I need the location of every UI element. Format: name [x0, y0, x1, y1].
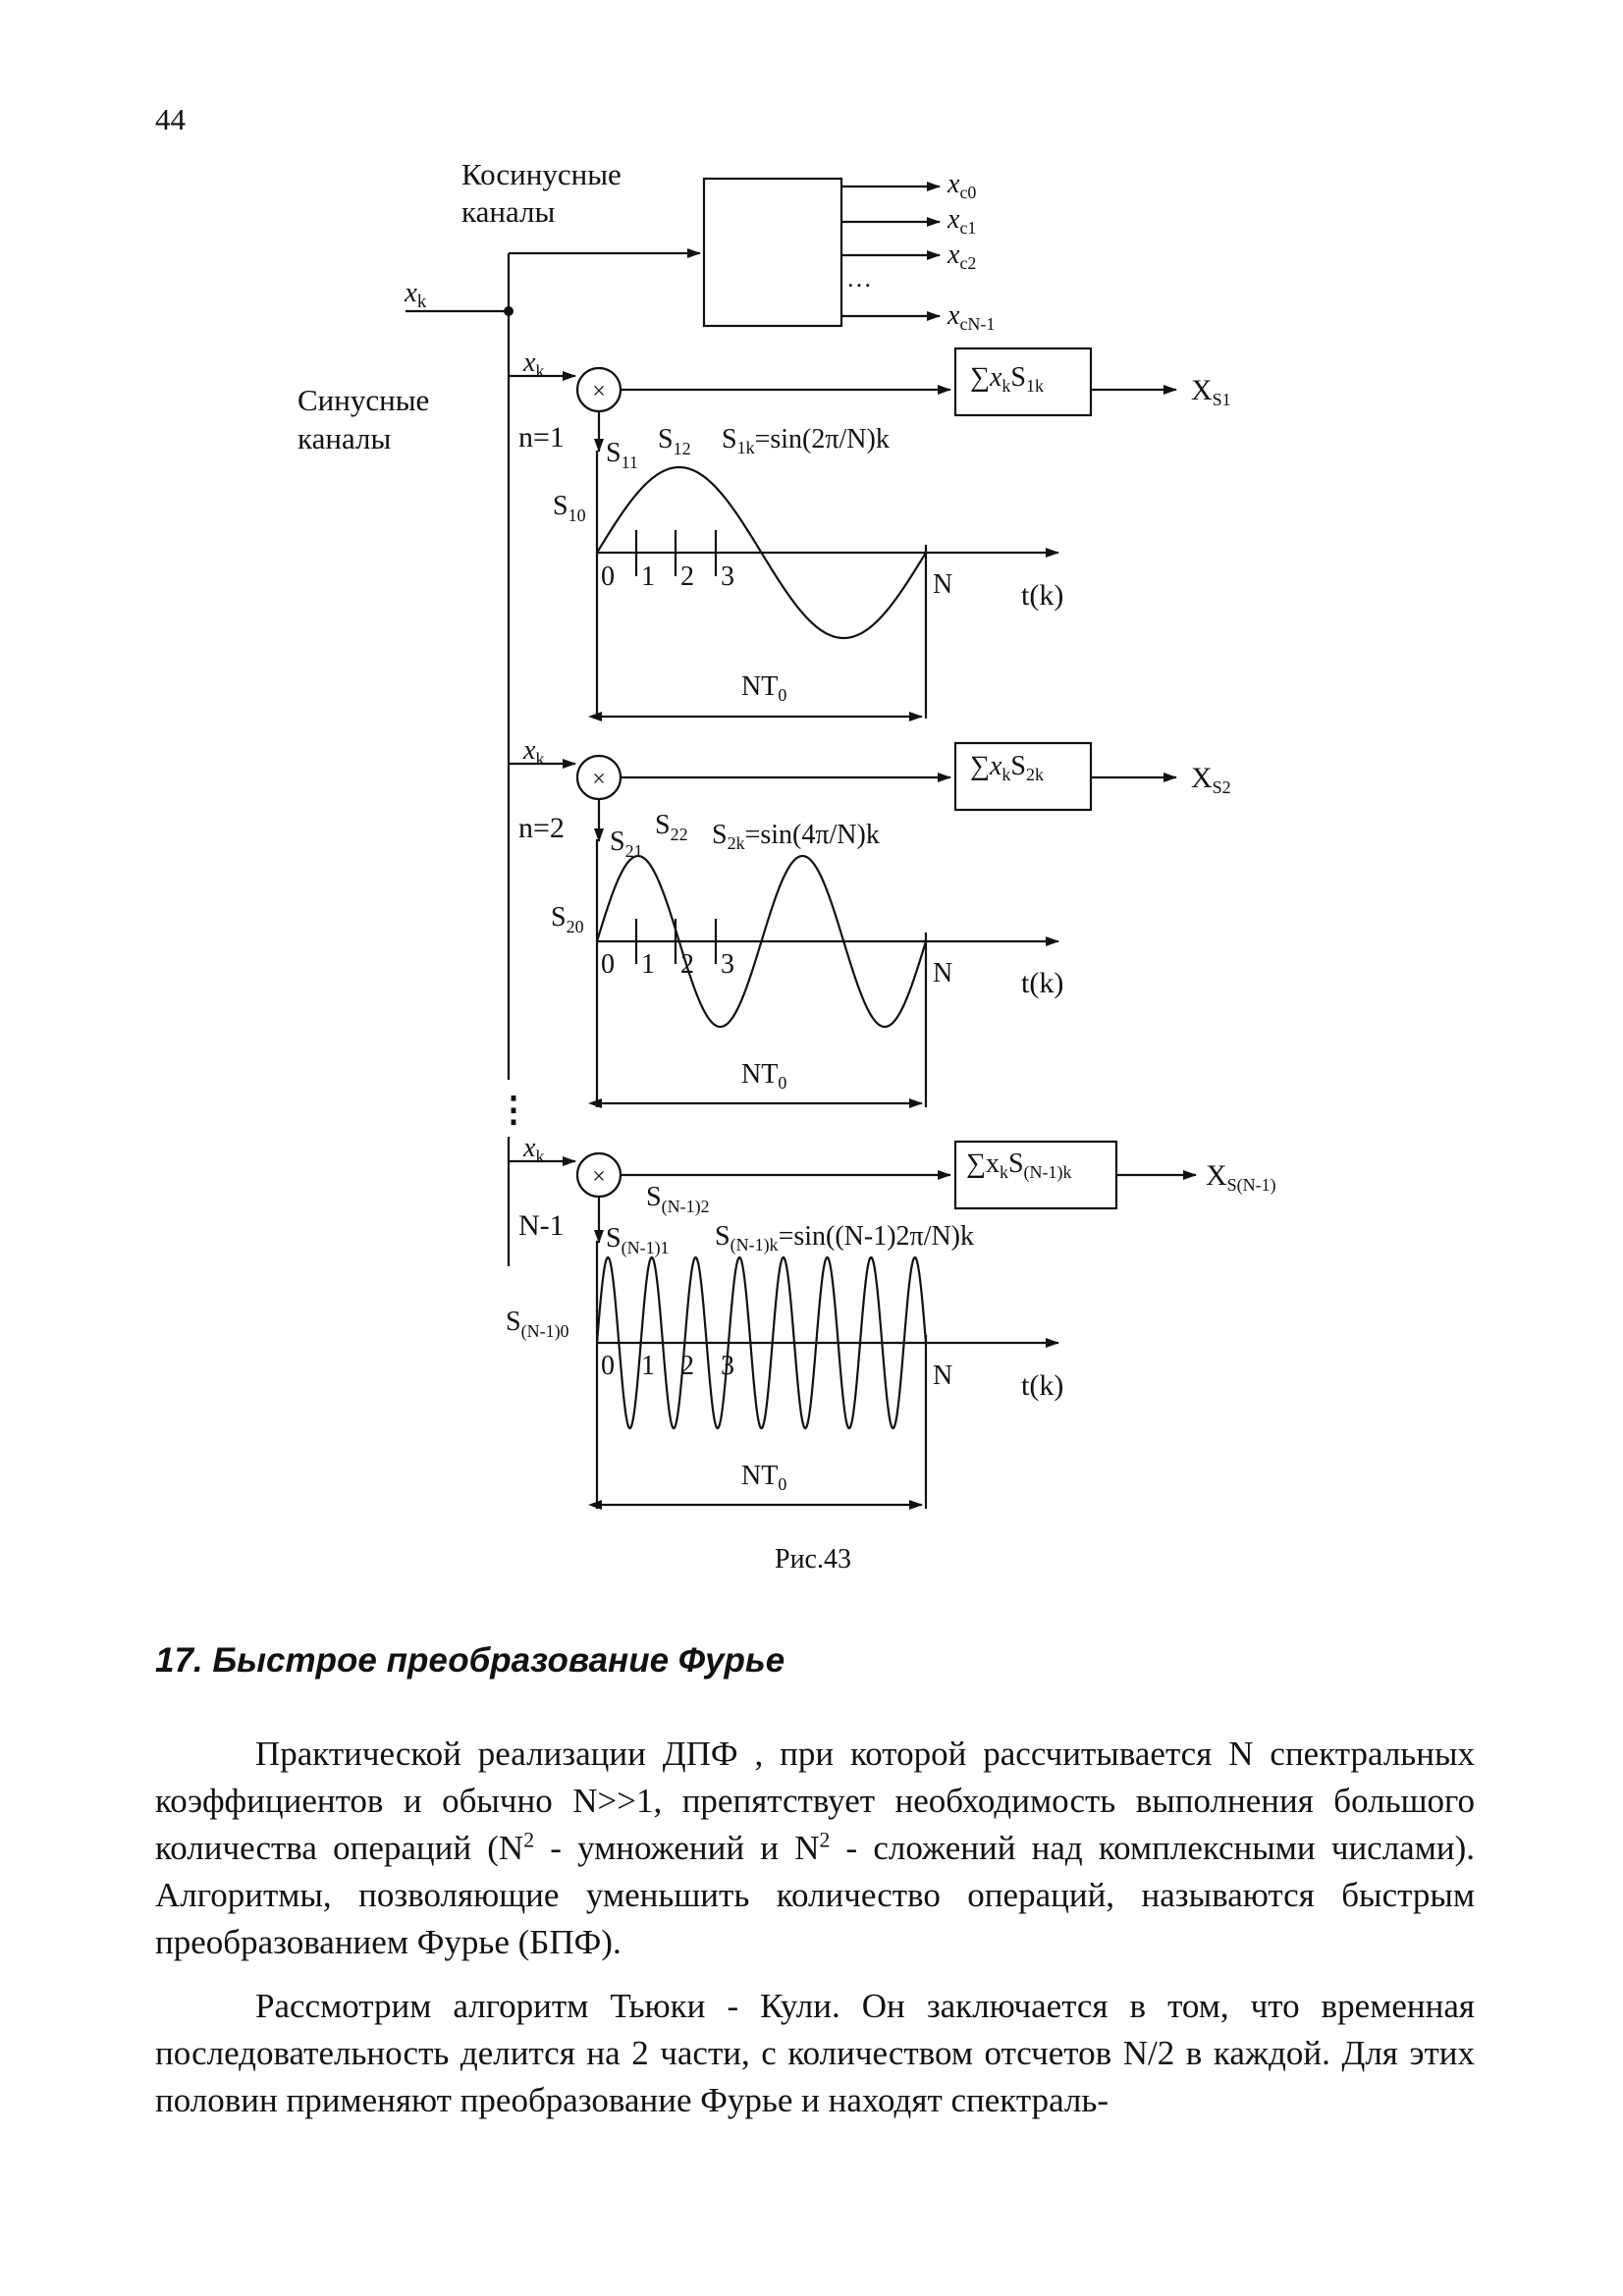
paragraph-1-part-c: - сложений над комплексными числами). Ал…	[155, 1829, 1475, 1961]
ch3-tick-label-0: 0	[601, 1351, 615, 1381]
ch1-n-label: n=1	[518, 421, 565, 454]
figure-dft-channels: × × × Косинусные каналы xk xc0 xc1 xc2 x…	[298, 157, 1276, 1575]
ch3-tick-label-2: 2	[680, 1351, 694, 1381]
ch3-sample-0: S(N-1)0	[506, 1307, 569, 1342]
ch2-formula: S2k=sin(4π/N)k	[712, 820, 880, 853]
paragraph-1-part-a: Практической реализации ДПФ , при которо…	[155, 1735, 1475, 1867]
ch3-period-label: NT0	[741, 1461, 786, 1494]
ch1-output-label: XS1	[1191, 374, 1231, 409]
ch2-input-label: xk	[522, 735, 544, 769]
ch3-axis-label: t(k)	[1021, 1369, 1063, 1402]
ch1-sample-1: S11	[606, 438, 638, 472]
ch3-input-label: xk	[522, 1133, 544, 1166]
ch1-tick-label-0: 0	[601, 561, 615, 592]
vertical-ellipsis: ⋮	[496, 1090, 531, 1129]
ch1-sum-block	[953, 347, 1093, 417]
ch2-sample-0: S20	[551, 902, 584, 936]
ch2-end-label: N	[933, 958, 952, 988]
junction-dot	[504, 306, 514, 316]
ch3-sample-1: S(N-1)1	[606, 1223, 670, 1258]
ch1-period-label: NT0	[741, 671, 786, 705]
input-label: xk	[404, 277, 427, 312]
superscript-2: 2	[819, 1828, 831, 1852]
figure-caption: Рис.43	[775, 1544, 851, 1575]
ch1-end-label: N	[933, 569, 952, 600]
cos-output-label-0: xc0	[947, 169, 976, 202]
ch2-n-label: n=2	[518, 812, 565, 844]
ch3-sum-label: ∑xkS(N-1)k	[966, 1148, 1072, 1183]
ch2-period-label: NT0	[741, 1059, 786, 1093]
ch3-n-label: N-1	[518, 1209, 565, 1242]
ch3-sample-2: S(N-1)2	[646, 1182, 710, 1217]
ch2-sample-1: S21	[610, 827, 643, 861]
paragraph-1-part-b: - умножений и N	[534, 1829, 820, 1867]
ch1-tick-label-1: 1	[641, 561, 655, 592]
ch1-tick-label-3: 3	[721, 561, 734, 592]
ch2-multiply-icon: ×	[592, 767, 606, 792]
ch1-sample-0: S10	[553, 491, 586, 525]
ch2-tick-label-1: 1	[641, 949, 655, 980]
ch1-axis-label: t(k)	[1021, 579, 1063, 612]
cos-output-label-2: xc2	[947, 240, 976, 273]
ch1-tick-label-2: 2	[680, 561, 694, 592]
ch3-tick-label-1: 1	[641, 1351, 655, 1381]
cos-label-line2: каналы	[461, 194, 555, 229]
page-number: 44	[155, 102, 186, 136]
ch2-output-label: XS2	[1191, 762, 1231, 797]
ch3-multiply-icon: ×	[592, 1164, 606, 1190]
sin-label-line1: Синусные	[298, 383, 429, 417]
ch2-tick-label-3: 3	[721, 949, 734, 980]
ch1-formula: S1k=sin(2π/N)k	[722, 424, 890, 457]
cos-block	[702, 177, 843, 328]
ch2-tick-label-0: 0	[601, 949, 615, 980]
ch3-output-label: XS(N-1)	[1206, 1159, 1276, 1196]
cos-ellipsis: …	[846, 264, 872, 293]
ch3-end-label: N	[933, 1361, 952, 1391]
cos-label-line1: Косинусные	[461, 157, 622, 191]
ch1-multiply-icon: ×	[592, 379, 606, 404]
ch2-axis-label: t(k)	[1021, 967, 1063, 999]
ch2-sine-wave	[595, 854, 928, 1029]
ch1-sample-2: S12	[658, 424, 691, 458]
section-heading: 17. Быстрое преобразование Фурье	[155, 1641, 785, 1680]
ch1-input-label: xk	[522, 347, 544, 381]
ch1-sine-wave	[596, 465, 927, 640]
paragraph-2: Рассмотрим алгоритм Тьюки - Кули. Он зак…	[155, 1987, 1475, 2119]
ch2-tick-label-2: 2	[680, 949, 694, 980]
ch3-tick-label-3: 3	[721, 1351, 734, 1381]
sin-label-line2: каналы	[298, 421, 391, 455]
cos-output-label-3: xcN-1	[947, 300, 995, 334]
paragraph-1: Практической реализации ДПФ , при которо…	[155, 1731, 1475, 1966]
cos-output-label-1: xc1	[947, 204, 976, 238]
ch2-sum-label: ∑xkS2k	[970, 751, 1044, 784]
ch3-sine-wave	[595, 1255, 928, 1430]
superscript-1: 2	[523, 1828, 535, 1852]
ch1-sum-label: ∑xkS1k	[970, 362, 1044, 396]
ch3-formula: S(N-1)k=sin((N-1)2π/N)k	[715, 1221, 974, 1255]
ch2-sample-2: S22	[655, 810, 688, 844]
